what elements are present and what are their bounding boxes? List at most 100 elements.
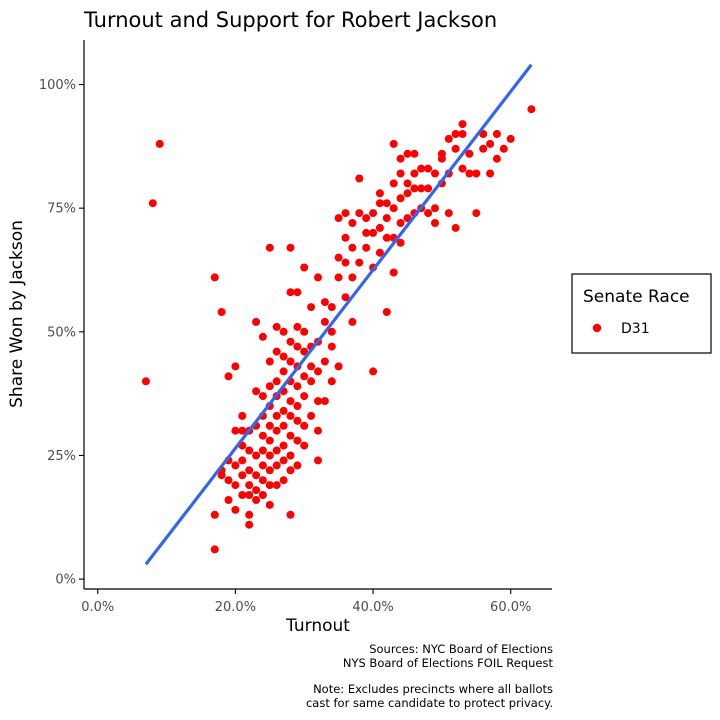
data-point <box>486 169 495 178</box>
data-point <box>210 273 219 282</box>
data-point <box>403 179 412 188</box>
data-point <box>148 199 157 208</box>
data-point <box>265 357 274 366</box>
data-point <box>252 317 261 326</box>
data-point <box>375 248 384 257</box>
data-point <box>210 545 219 554</box>
data-point <box>458 130 467 138</box>
data-point <box>286 357 295 366</box>
data-point <box>300 421 309 430</box>
trend-layer <box>144 63 533 566</box>
data-point <box>286 243 295 252</box>
data-point <box>314 397 322 406</box>
data-point <box>252 486 261 495</box>
data-point <box>369 228 378 237</box>
data-point <box>272 461 281 470</box>
y-ticks: 0% 25% 50% 75% 100% <box>39 78 84 588</box>
data-point <box>492 154 501 163</box>
data-point <box>265 382 274 391</box>
data-point <box>293 322 302 331</box>
data-point <box>265 421 274 430</box>
legend-swatch-d31 <box>592 323 602 333</box>
data-point <box>293 416 302 425</box>
data-point <box>389 268 398 277</box>
x-tick-label: 60.0% <box>490 600 531 615</box>
data-point <box>327 327 336 336</box>
data-point <box>486 139 495 148</box>
data-point <box>403 189 412 198</box>
data-point <box>334 362 343 371</box>
data-point <box>314 273 322 282</box>
data-point <box>224 496 233 504</box>
data-point <box>341 233 350 242</box>
data-point <box>300 372 309 381</box>
data-point <box>245 520 254 529</box>
data-point <box>279 441 288 450</box>
data-point <box>307 377 316 386</box>
data-point <box>410 184 419 193</box>
data-point <box>300 263 309 272</box>
data-point <box>341 209 350 218</box>
data-point <box>506 134 515 143</box>
data-point <box>272 426 281 435</box>
caption-line-5: cast for same candidate to protect priva… <box>306 696 553 710</box>
data-point <box>375 199 384 208</box>
data-point <box>362 214 371 223</box>
data-point <box>265 481 274 490</box>
data-point <box>334 273 343 282</box>
y-axis-title: Share Won by Jackson <box>7 220 27 408</box>
data-point <box>252 387 261 396</box>
data-point <box>341 258 350 267</box>
data-point <box>258 476 267 485</box>
data-point <box>334 253 343 262</box>
data-point <box>293 342 302 351</box>
data-point <box>472 169 481 178</box>
data-point <box>300 441 309 450</box>
data-point <box>458 120 467 129</box>
data-point <box>300 392 309 401</box>
points-layer <box>141 105 536 554</box>
x-ticks: 0.0% 20.0% 40.0% 60.0% <box>81 589 531 615</box>
data-point <box>437 149 446 158</box>
data-point <box>272 446 281 455</box>
data-point <box>431 219 439 227</box>
data-point <box>279 367 288 376</box>
data-point <box>451 130 460 138</box>
data-point <box>417 164 426 173</box>
data-point <box>458 164 467 173</box>
data-point <box>286 288 295 297</box>
data-point <box>245 491 254 499</box>
data-point <box>258 491 267 499</box>
data-point <box>293 436 302 445</box>
legend-label-d31: D31 <box>621 321 650 337</box>
data-point <box>314 367 322 376</box>
data-point <box>348 219 357 227</box>
data-point <box>307 303 316 312</box>
chart-title: Turnout and Support for Robert Jackson <box>83 8 497 32</box>
data-point <box>238 426 247 435</box>
data-point <box>424 184 433 193</box>
data-point <box>265 500 274 509</box>
data-point <box>382 214 391 223</box>
data-point <box>272 322 281 331</box>
data-point <box>279 406 288 415</box>
data-point <box>272 377 281 386</box>
trend-line <box>144 63 533 566</box>
data-point <box>279 476 288 485</box>
data-point <box>279 456 288 465</box>
data-point <box>396 169 405 178</box>
data-point <box>355 174 364 183</box>
data-point <box>320 298 329 307</box>
data-point <box>300 347 309 356</box>
data-point <box>272 411 281 420</box>
data-point <box>327 377 336 386</box>
data-point <box>369 209 378 218</box>
data-point <box>431 204 439 213</box>
data-point <box>410 149 419 158</box>
data-point <box>258 431 267 440</box>
data-point <box>238 456 247 465</box>
data-point <box>293 382 302 391</box>
data-point <box>238 411 247 420</box>
data-point <box>499 144 508 153</box>
